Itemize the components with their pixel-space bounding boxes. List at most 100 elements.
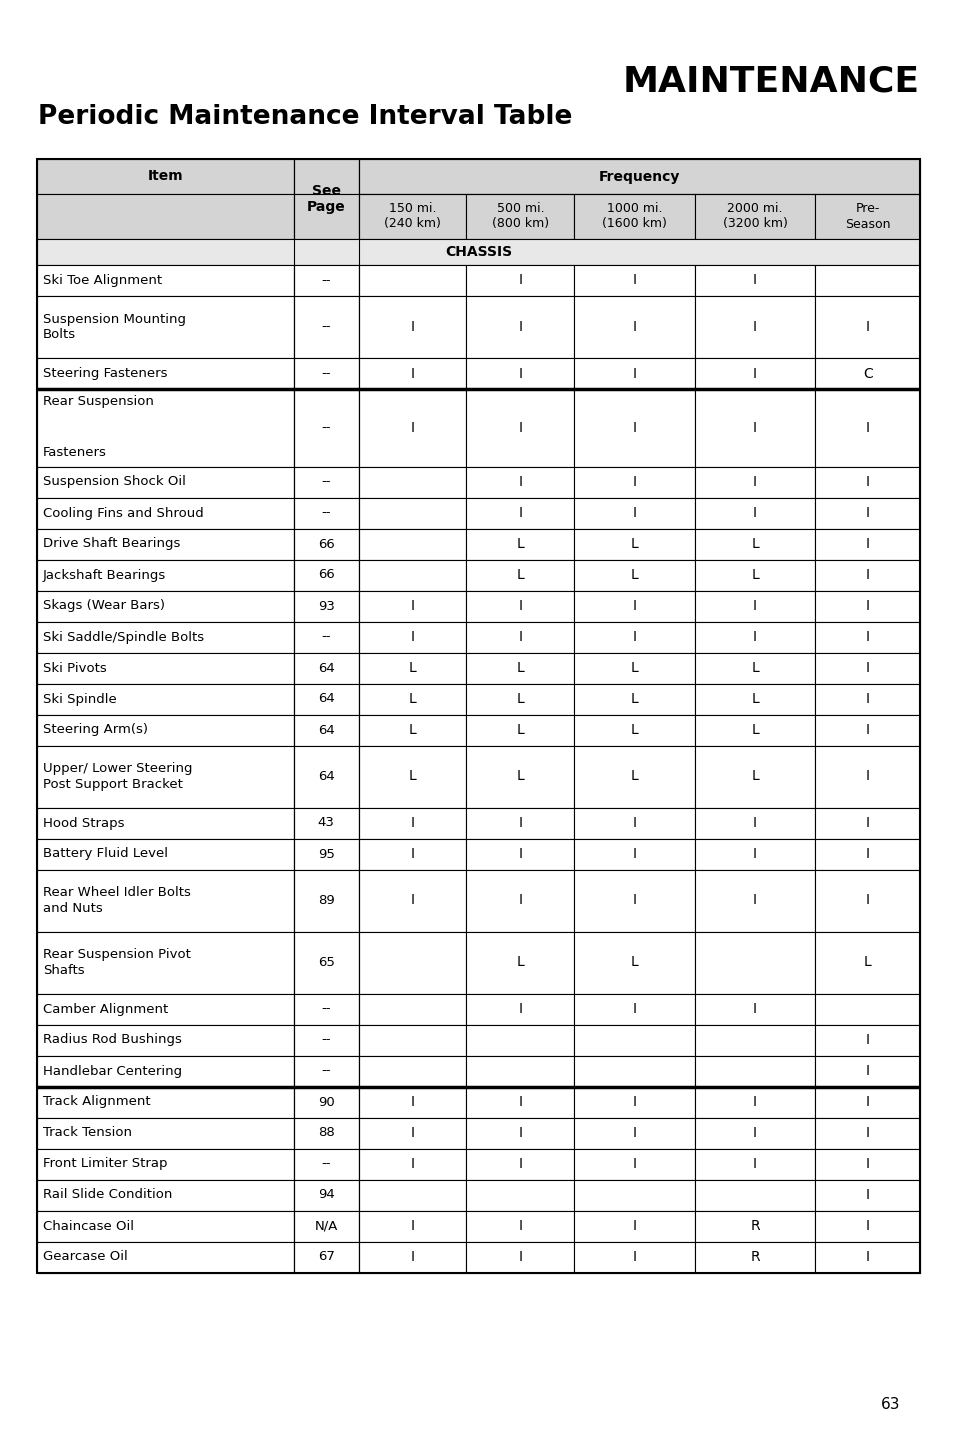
Bar	[466, 683, 574, 714]
Bar	[466, 993, 574, 1025]
Text: 500 mi.
(800 km): 500 mi. (800 km)	[492, 202, 548, 231]
Bar	[37, 1118, 294, 1149]
Text: 93: 93	[317, 599, 335, 612]
Text: Handlebar Centering: Handlebar Centering	[43, 1064, 182, 1077]
Bar	[694, 390, 815, 467]
Bar	[815, 560, 919, 590]
Bar	[37, 297, 294, 358]
Text: I: I	[864, 692, 869, 707]
Bar	[694, 1056, 815, 1086]
Bar	[37, 1149, 294, 1179]
Bar	[37, 193, 294, 238]
Bar	[574, 390, 694, 467]
Bar	[574, 746, 694, 807]
Text: I: I	[410, 366, 414, 381]
Text: Rear Suspension: Rear Suspension	[43, 395, 153, 409]
Bar	[694, 528, 815, 560]
Text: I: I	[864, 1218, 869, 1233]
Bar	[358, 467, 466, 497]
Text: I: I	[752, 1157, 757, 1170]
Text: I: I	[752, 630, 757, 644]
Bar	[294, 560, 358, 590]
Text: L: L	[630, 692, 638, 707]
Text: L: L	[408, 662, 416, 675]
Text: Track Tension: Track Tension	[43, 1127, 132, 1140]
Text: L: L	[750, 769, 758, 784]
Bar	[466, 497, 574, 528]
Bar	[694, 1086, 815, 1118]
Text: I: I	[410, 420, 414, 435]
Bar	[294, 1179, 358, 1211]
Bar	[37, 807, 294, 839]
Text: I: I	[752, 506, 757, 521]
Bar	[37, 390, 294, 467]
Text: I: I	[864, 662, 869, 675]
Bar	[294, 497, 358, 528]
Bar	[815, 528, 919, 560]
Bar	[694, 590, 815, 621]
Text: R: R	[749, 1218, 759, 1233]
Text: 43: 43	[317, 817, 335, 829]
Bar	[815, 1211, 919, 1242]
Bar	[694, 746, 815, 807]
Bar	[574, 839, 694, 869]
Bar	[294, 683, 358, 714]
Bar	[694, 1179, 815, 1211]
Text: L: L	[630, 723, 638, 737]
Text: I: I	[517, 599, 522, 614]
Bar	[574, 1242, 694, 1272]
Text: L: L	[408, 723, 416, 737]
Text: Steering Arm(s): Steering Arm(s)	[43, 724, 148, 737]
Bar	[294, 653, 358, 683]
Text: I: I	[864, 1250, 869, 1264]
Bar	[815, 497, 919, 528]
Bar	[466, 807, 574, 839]
Bar	[574, 193, 694, 238]
Text: 64: 64	[317, 771, 335, 784]
Text: 95: 95	[317, 848, 335, 861]
Bar	[37, 1056, 294, 1086]
Text: I: I	[864, 723, 869, 737]
Text: --: --	[321, 1034, 331, 1047]
Bar	[358, 358, 466, 390]
Bar	[574, 621, 694, 653]
Text: I: I	[752, 1125, 757, 1140]
Text: Chaincase Oil: Chaincase Oil	[43, 1220, 133, 1233]
Text: I: I	[752, 1095, 757, 1109]
Bar	[466, 265, 574, 297]
Bar	[466, 1149, 574, 1179]
Text: I: I	[864, 1032, 869, 1047]
Bar	[294, 265, 358, 297]
Bar	[37, 265, 294, 297]
Text: Upper/ Lower Steering
Post Support Bracket: Upper/ Lower Steering Post Support Brack…	[43, 762, 193, 791]
Text: L: L	[630, 569, 638, 582]
Text: L: L	[630, 955, 638, 970]
Text: --: --	[321, 506, 331, 519]
Bar	[294, 390, 358, 467]
Text: I: I	[752, 273, 757, 288]
Bar	[358, 390, 466, 467]
Bar	[815, 714, 919, 746]
Bar	[358, 932, 466, 993]
Text: 67: 67	[317, 1250, 335, 1264]
Bar	[574, 1179, 694, 1211]
Bar	[815, 1025, 919, 1056]
Text: I: I	[517, 475, 522, 489]
Bar	[358, 714, 466, 746]
Text: I: I	[517, 894, 522, 907]
Text: Ski Spindle: Ski Spindle	[43, 692, 116, 705]
Bar	[294, 193, 358, 238]
Text: Frequency: Frequency	[598, 170, 679, 183]
Text: L: L	[862, 955, 871, 970]
Text: 88: 88	[317, 1127, 335, 1140]
Bar	[466, 297, 574, 358]
Bar	[294, 1149, 358, 1179]
Bar	[466, 621, 574, 653]
Bar	[358, 993, 466, 1025]
Bar	[37, 869, 294, 932]
Bar	[294, 1086, 358, 1118]
Text: --: --	[321, 366, 331, 379]
Text: 66: 66	[317, 538, 335, 551]
Bar	[294, 993, 358, 1025]
Bar	[694, 1118, 815, 1149]
